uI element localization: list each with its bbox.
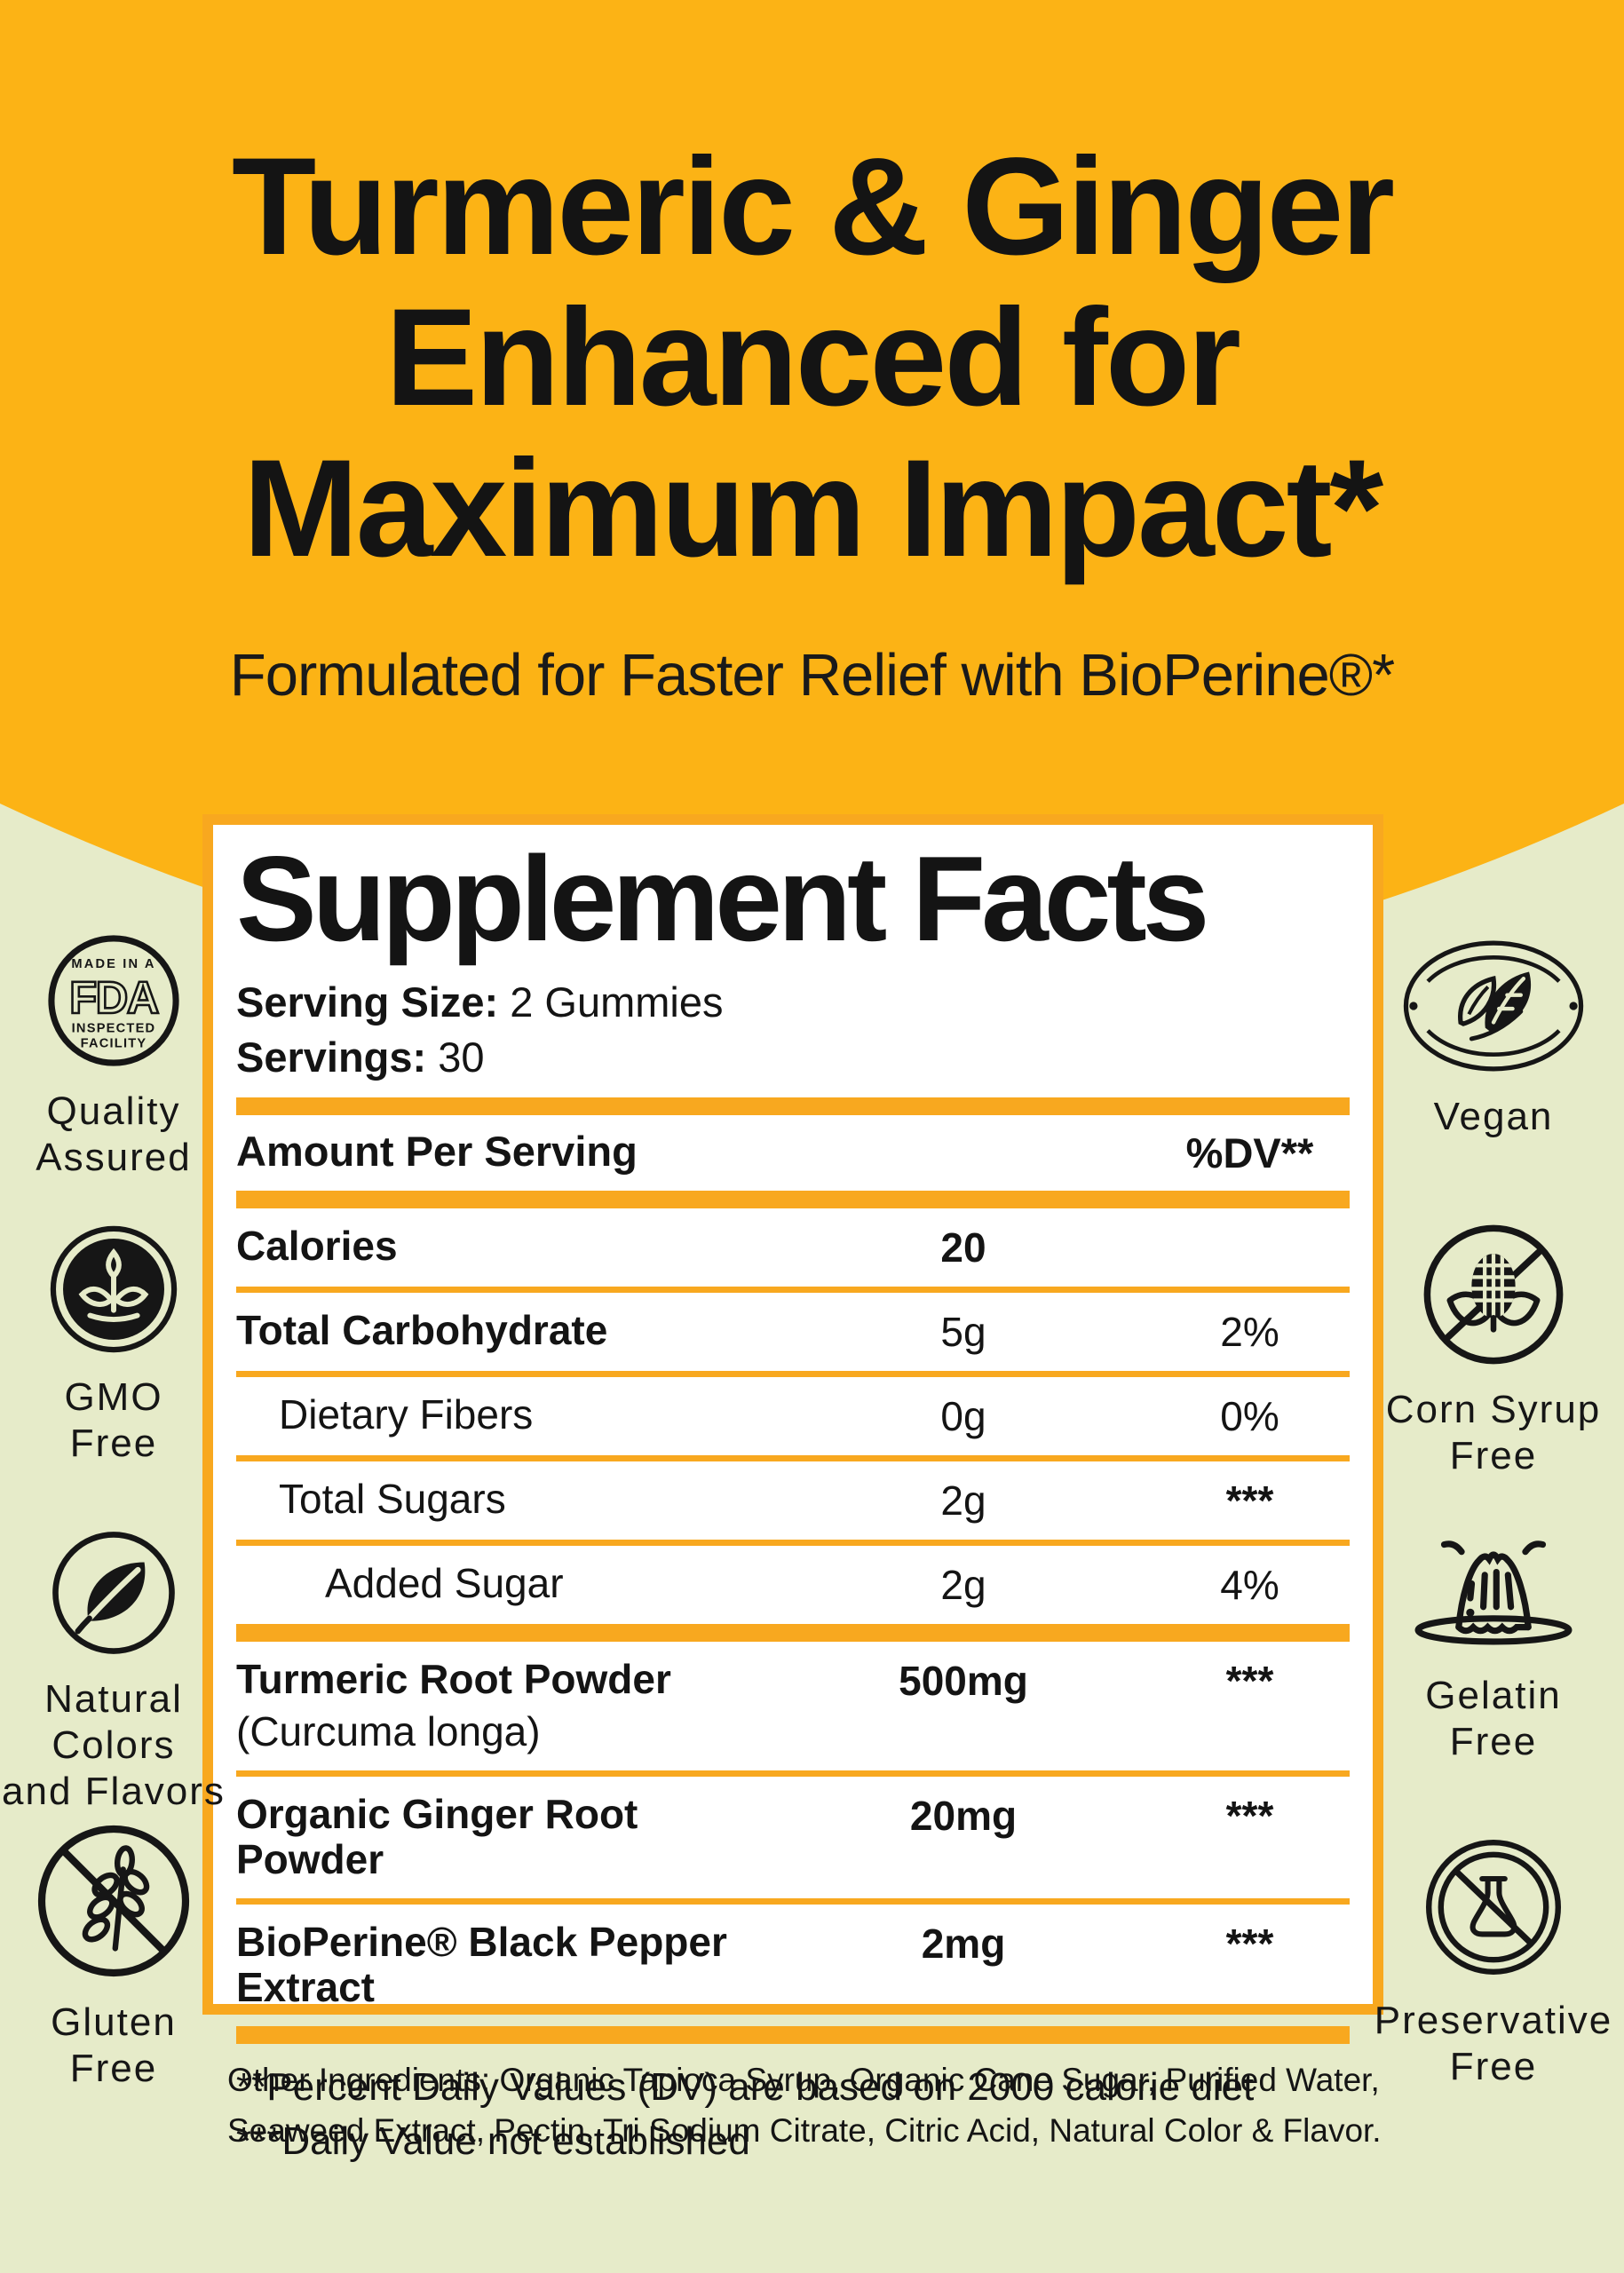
servings-line: Servings: 30 — [236, 1030, 1350, 1085]
preservative-free-icon — [1426, 1840, 1561, 1975]
badge-natural-colors-flavors: Natural Colors and Flavors — [0, 1529, 227, 1815]
row-label: Calories — [236, 1222, 398, 1269]
row-amount: 2g — [940, 1477, 986, 1524]
table-row-total-sugars: Total Sugars 2g *** — [236, 1461, 1350, 1540]
fda-badge-icon: MADE IN A FDA INSPECTED FACILITY — [48, 935, 179, 1066]
badge-caption: Vegan — [1433, 1095, 1554, 1138]
badge-caption: GMO Free — [64, 1375, 163, 1465]
row-label: Total Carbohydrate — [236, 1306, 608, 1353]
ingredient-name: Turmeric Root Powder — [236, 1655, 671, 1702]
divider-thick — [236, 1623, 1350, 1642]
servings-value: 30 — [426, 1033, 485, 1081]
serving-info: Serving Size: 2 Gummies Servings: 30 — [236, 975, 1350, 1085]
fda-badge-facility-text: FACILITY — [81, 1036, 147, 1050]
serving-size-label: Serving Size: — [236, 978, 499, 1026]
table-row-dietary-fibers: Dietary Fibers 0g 0% — [236, 1377, 1350, 1455]
gmo-free-icon — [50, 1225, 178, 1353]
table-row-total-carbohydrate: Total Carbohydrate 5g 2% — [236, 1293, 1350, 1371]
badge-quality-assured: MADE IN A FDA INSPECTED FACILITY Quality… — [0, 932, 227, 1181]
divider-thick — [236, 2025, 1350, 2044]
badge-caption: Gluten Free — [51, 2000, 177, 2090]
row-label: BioPerine® Black Pepper Extract — [236, 1918, 727, 2011]
header-background-shape — [0, 0, 1624, 994]
row-amount: 2mg — [921, 1920, 1006, 1967]
divider-thick — [236, 1097, 1350, 1115]
badge-vegan: Vegan — [1360, 938, 1624, 1140]
divider-thin — [236, 1454, 1350, 1461]
serving-size-value: 2 Gummies — [498, 978, 724, 1026]
amount-per-serving-header: Amount Per Serving — [236, 1127, 638, 1175]
divider-thick — [236, 1190, 1350, 1208]
row-amount: 20 — [940, 1224, 986, 1271]
gelatin-free-icon — [1414, 1540, 1573, 1645]
divider-thin — [236, 1770, 1350, 1777]
row-label: Organic Ginger Root Powder — [236, 1790, 638, 1883]
row-dv: 2% — [1220, 1308, 1279, 1355]
servings-label: Servings: — [236, 1033, 427, 1081]
badge-caption: Corn Syrup Free — [1385, 1388, 1602, 1477]
divider-thin — [236, 1286, 1350, 1293]
row-dv: 0% — [1220, 1392, 1279, 1439]
row-dv: *** — [1225, 1657, 1274, 1704]
row-amount: 20mg — [909, 1792, 1018, 1839]
row-amount: 2g — [940, 1561, 986, 1608]
page-title: Turmeric & Ginger Enhanced for Maximum I… — [231, 130, 1395, 587]
row-dv: *** — [1225, 1477, 1274, 1524]
row-label: Dietary Fibers — [279, 1390, 534, 1437]
badge-gluten-free: Gluten Free — [0, 1822, 227, 2092]
badge-gelatin-free: Gelatin Free — [1360, 1511, 1624, 1765]
badge-gmo-free: GMO Free — [0, 1224, 227, 1467]
table-row-bioperine-black-pepper-extract: BioPerine® Black Pepper Extract 2mg *** — [236, 1905, 1350, 2026]
footnotes: **Percent Daily Values (DV) are based on… — [236, 2044, 1350, 2169]
divider-thin — [236, 1370, 1350, 1377]
gluten-free-icon — [37, 1825, 190, 1977]
row-dv: *** — [1225, 1920, 1274, 1967]
fda-badge-fda-text: FDA — [69, 972, 159, 1023]
divider-thin — [236, 1539, 1350, 1546]
divider-thin — [236, 1897, 1350, 1905]
natural-leaf-icon — [52, 1532, 175, 1654]
table-row-calories: Calories 20 — [236, 1208, 1350, 1287]
dv-footnote: **Percent Daily Values (DV) are based on… — [236, 2064, 1255, 2109]
dv-column-header: %DV** — [1185, 1129, 1314, 1176]
supplement-facts-panel: Supplement Facts Serving Size: 2 Gummies… — [202, 814, 1383, 2163]
badge-caption: Quality Assured — [36, 1089, 192, 1179]
not-established-footnote: ***Daily Value not established — [236, 2119, 750, 2164]
badge-caption: Gelatin Free — [1425, 1674, 1562, 1763]
table-row-added-sugar: Added Sugar 2g 4% — [236, 1546, 1350, 1624]
row-amount: 5g — [940, 1308, 986, 1355]
header: Turmeric & Ginger Enhanced for Maximum I… — [0, 131, 1624, 584]
row-amount: 0g — [940, 1392, 986, 1439]
row-label: Total Sugars — [279, 1475, 506, 1522]
badge-corn-syrup-free: Corn Syrup Free — [1360, 1222, 1624, 1479]
row-dv: *** — [1225, 1792, 1274, 1839]
row-label: Turmeric Root Powder (Curcuma longa) — [236, 1655, 777, 1755]
row-dv: 4% — [1220, 1561, 1279, 1608]
serving-size-line: Serving Size: 2 Gummies — [236, 975, 1350, 1030]
nutrition-header-row: Amount Per Serving %DV** — [236, 1115, 1350, 1191]
panel-title: Supplement Facts — [236, 831, 1209, 966]
row-amount: 500mg — [899, 1657, 1028, 1704]
fda-badge-top-text: MADE IN A — [71, 957, 155, 971]
table-row-organic-ginger-root-powder: Organic Ginger Root Powder 20mg *** — [236, 1777, 1350, 1898]
badge-preservative-free: Preservative Free — [1360, 1836, 1624, 2090]
page-subtitle: Formulated for Faster Relief with BioPer… — [229, 642, 1395, 709]
botanical-name: (Curcuma longa) — [236, 1708, 541, 1755]
fda-badge-inspected-text: INSPECTED — [72, 1021, 156, 1035]
badge-caption: Natural Colors and Flavors — [2, 1677, 226, 1813]
vegan-leaves-icon — [1403, 940, 1584, 1072]
other-ingredients: Other Ingredients: Organic Tapioca Syrup… — [227, 2062, 1382, 2150]
badge-caption: Preservative Free — [1374, 1999, 1613, 2088]
table-row-turmeric-root-powder: Turmeric Root Powder (Curcuma longa) 500m… — [236, 1642, 1350, 1770]
row-label: Added Sugar — [325, 1559, 564, 1606]
corn-syrup-free-icon — [1423, 1224, 1564, 1365]
